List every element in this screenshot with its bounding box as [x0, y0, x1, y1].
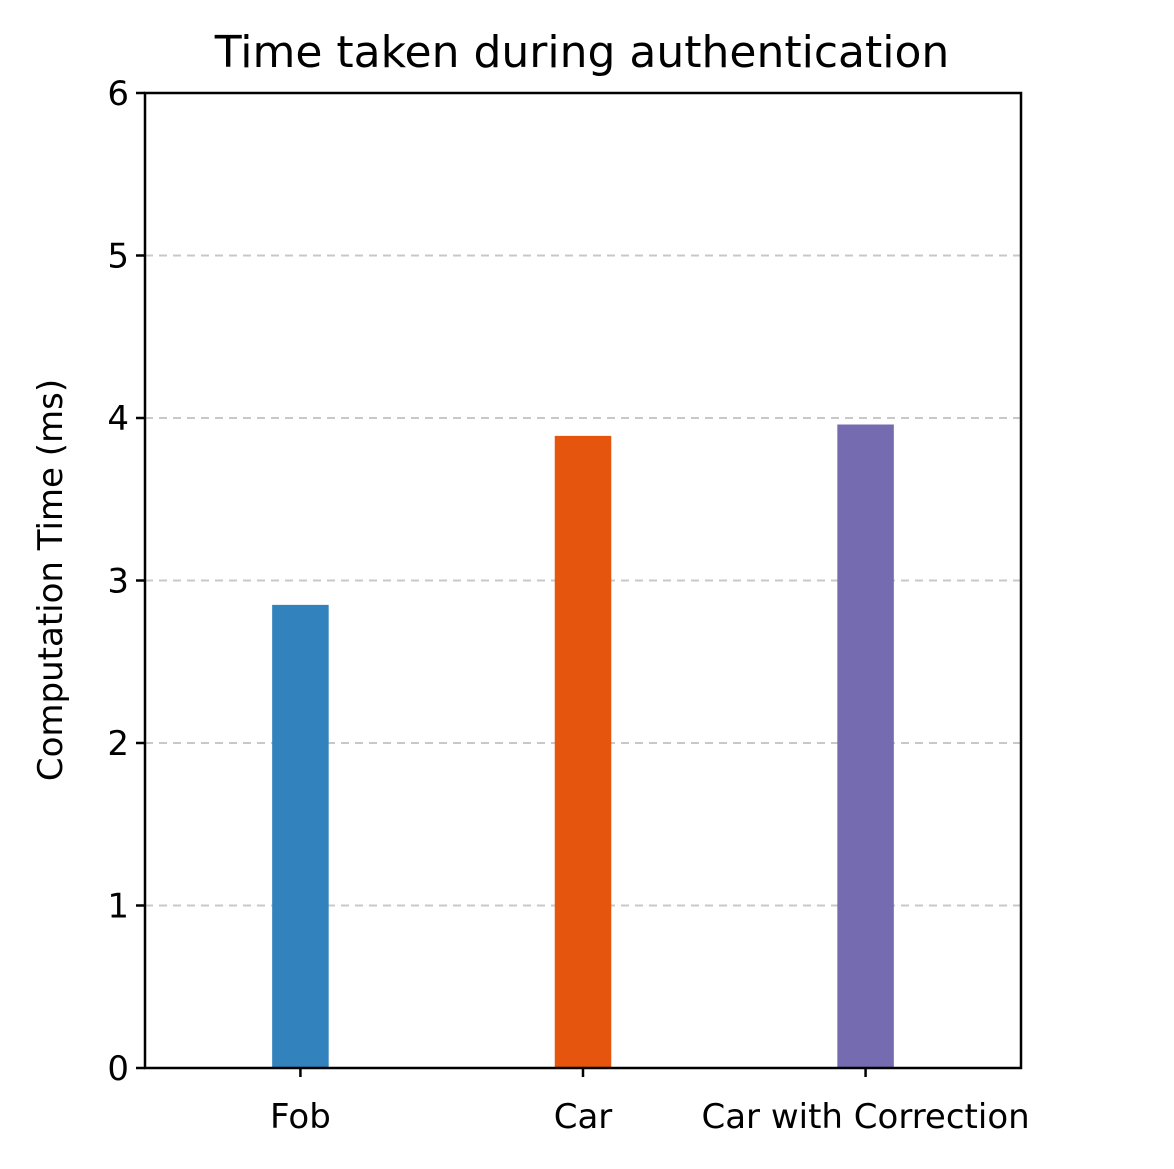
y-tick-label-5: 5: [107, 237, 129, 277]
y-axis-label: Computation Time (ms): [31, 379, 71, 781]
bar-fob: [272, 604, 329, 1068]
bar-car-with-correction: [837, 424, 894, 1068]
x-tick-label-car: Car: [554, 1097, 613, 1137]
y-tick-label-4: 4: [107, 399, 129, 439]
chart-title: Time taken during authentication: [214, 27, 950, 78]
y-axis-ticks: 0 1 2 3 4 5 6: [107, 74, 145, 1089]
bars: [272, 424, 894, 1068]
y-tick-label-6: 6: [107, 74, 129, 114]
y-tick-label-3: 3: [107, 562, 129, 602]
x-tick-label-fob: Fob: [270, 1097, 331, 1137]
y-tick-label-1: 1: [107, 887, 129, 927]
y-tick-label-0: 0: [107, 1049, 129, 1089]
x-tick-label-car-with-correction: Car with Correction: [701, 1097, 1029, 1137]
y-tick-label-2: 2: [107, 724, 129, 764]
bar-car: [554, 435, 612, 1068]
x-axis-ticks: Fob Car Car with Correction: [270, 1068, 1030, 1137]
